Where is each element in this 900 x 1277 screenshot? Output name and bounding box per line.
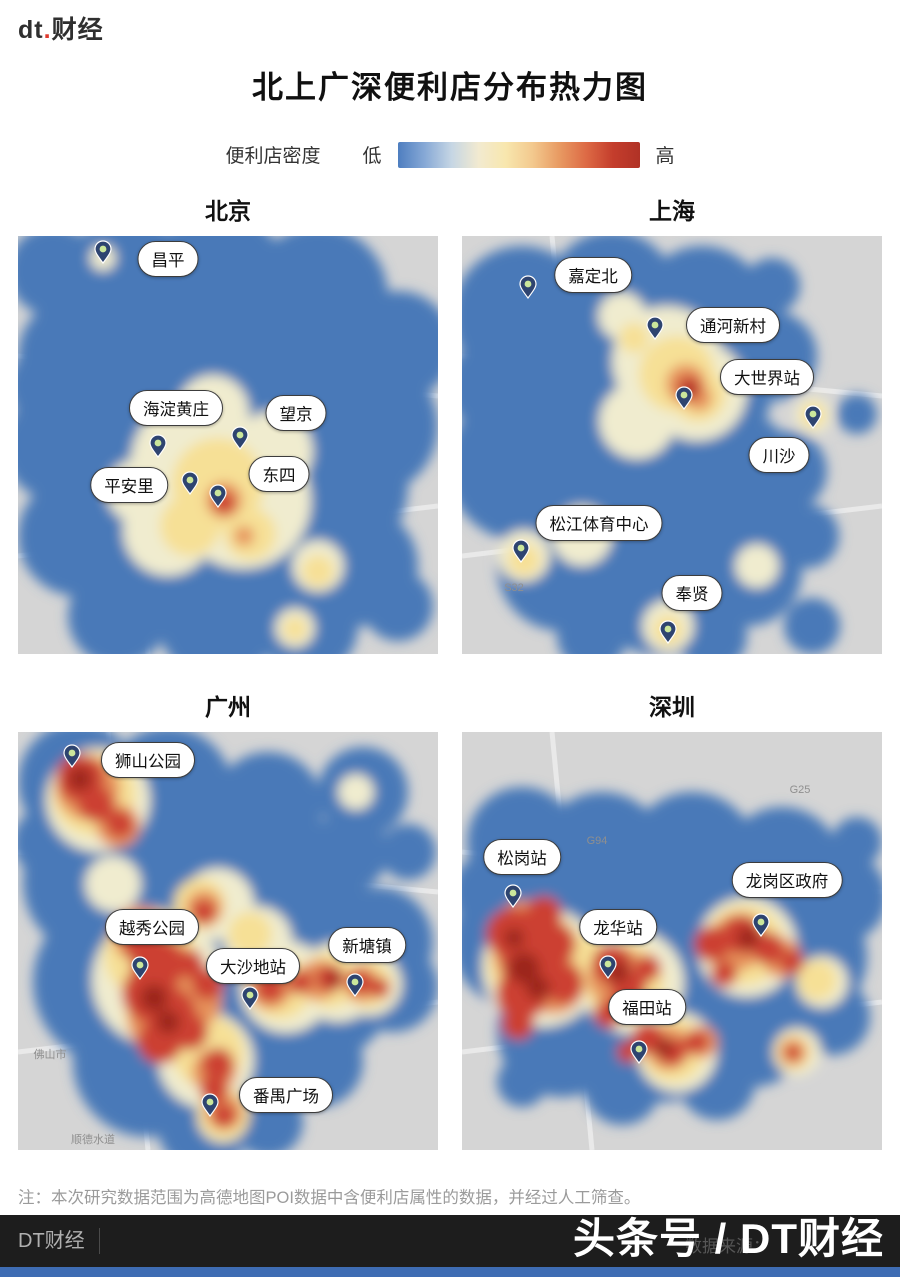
map-label-pill: 昌平	[137, 241, 199, 277]
city-maps-grid: 北京 昌平海淀黄庄 望京平安里 东四 上海 S32 嘉定北通河新村大世界站川沙松江体育…	[0, 178, 900, 1150]
map-label-pill: 越秀公园	[105, 909, 199, 945]
shanghai-heat-canvas	[462, 236, 882, 654]
map-label-pill: 龙华站	[579, 909, 657, 945]
map-pin-icon	[149, 434, 167, 459]
bottom-accent-strip	[0, 1267, 900, 1277]
map-block-shenzhen: 深圳 G94 G25 松岗站 龙华站 龙岗区政府福田站	[462, 674, 882, 1150]
logo-mark: dt	[18, 16, 44, 44]
beijing-heat-canvas	[18, 236, 438, 654]
map-label-pill: 新塘镇	[328, 927, 406, 963]
density-legend: 便利店密度 低 高	[0, 141, 900, 168]
map-label-pill: 望京	[265, 395, 327, 431]
map-label-pill: 海淀黄庄	[129, 390, 223, 426]
footer-source-text: 数据来源：	[685, 1237, 770, 1256]
basemap-place-label: 顺德水道	[71, 1134, 115, 1146]
logo-dot-icon: .	[43, 16, 52, 44]
logo-name: 财经	[51, 16, 104, 44]
legend-high-label: 高	[655, 146, 675, 167]
legend-gradient-bar	[397, 141, 640, 168]
guangzhou-heatmap: 佛山市顺德水道 狮山公园越秀公园 大沙地站 新塘镇番禺广场	[18, 732, 438, 1150]
map-label-pill: 福田站	[608, 989, 686, 1025]
map-pin-icon	[804, 405, 822, 430]
city-title-shanghai: 上海	[649, 198, 695, 224]
basemap-place-label: 佛山市	[33, 1049, 67, 1061]
map-label-pill: 龙岗区政府	[731, 862, 843, 898]
map-label-pill: 松江体育中心	[535, 505, 663, 541]
map-label-pill: 奉贤	[661, 575, 723, 611]
basemap-place-label: S32	[504, 582, 524, 594]
map-block-guangzhou: 广州 佛山市顺德水道 狮山公园越秀公园 大沙地站 新塘镇番禺广场	[18, 674, 438, 1150]
city-title-shenzhen: 深圳	[649, 694, 695, 720]
beijing-heatmap: 昌平海淀黄庄 望京平安里 东四	[18, 236, 438, 654]
map-label-pill: 狮山公园	[101, 742, 195, 778]
footer-headline: 头条号 / DT财经	[573, 1215, 884, 1262]
map-pin-icon	[201, 1093, 219, 1118]
map-label-pill: 平安里	[90, 467, 168, 503]
map-pin-icon	[131, 956, 149, 981]
footer-brand: DT财经	[0, 1228, 100, 1254]
map-pin-icon	[512, 539, 530, 564]
map-label-pill: 松岗站	[483, 839, 561, 875]
map-pin-icon	[504, 884, 522, 909]
shanghai-heatmap: S32 嘉定北通河新村大世界站川沙松江体育中心奉贤	[462, 236, 882, 654]
map-label-pill: 通河新村	[686, 307, 780, 343]
map-pin-icon	[630, 1040, 648, 1065]
map-pin-icon	[231, 426, 249, 451]
map-label-pill: 东四	[248, 456, 310, 492]
city-title-guangzhou: 广州	[205, 694, 251, 720]
map-pin-icon	[599, 955, 617, 980]
map-block-beijing: 北京 昌平海淀黄庄 望京平安里 东四	[18, 178, 438, 654]
legend-label: 便利店密度	[225, 146, 321, 167]
basemap-place-label: G25	[789, 784, 811, 796]
map-pin-icon	[346, 973, 364, 998]
map-pin-icon	[519, 275, 537, 300]
map-label-pill: 川沙	[748, 437, 810, 473]
map-pin-icon	[63, 744, 81, 769]
shenzhen-heat-canvas	[462, 732, 882, 1150]
map-pin-icon	[94, 240, 112, 265]
basemap-place-label: G94	[586, 835, 608, 847]
footer-bar: DT财经 数据来源： 头条号 / DT财经	[0, 1215, 900, 1267]
map-pin-icon	[181, 471, 199, 496]
map-pin-icon	[241, 986, 259, 1011]
dt-finance-logo: dt.财经	[18, 10, 104, 46]
city-title-beijing: 北京	[205, 198, 251, 224]
map-label-pill: 番禺广场	[239, 1077, 333, 1113]
footnote: 注：本次研究数据范围为高德地图POI数据中含便利店属性的数据，并经过人工筛查。	[18, 1189, 641, 1207]
map-pin-icon	[752, 913, 770, 938]
legend-low-label: 低	[362, 146, 382, 167]
map-pin-icon	[675, 386, 693, 411]
page-title: 北上广深便利店分布热力图	[252, 70, 648, 105]
map-label-pill: 大世界站	[720, 359, 814, 395]
map-pin-icon	[646, 316, 664, 341]
map-block-shanghai: 上海 S32 嘉定北通河新村大世界站川沙松江体育中心奉贤	[462, 178, 882, 654]
shenzhen-heatmap: G94 G25 松岗站 龙华站 龙岗区政府福田站	[462, 732, 882, 1150]
map-pin-icon	[209, 484, 227, 509]
map-pin-icon	[659, 620, 677, 645]
map-label-pill: 大沙地站	[206, 948, 300, 984]
map-label-pill: 嘉定北	[554, 257, 632, 293]
